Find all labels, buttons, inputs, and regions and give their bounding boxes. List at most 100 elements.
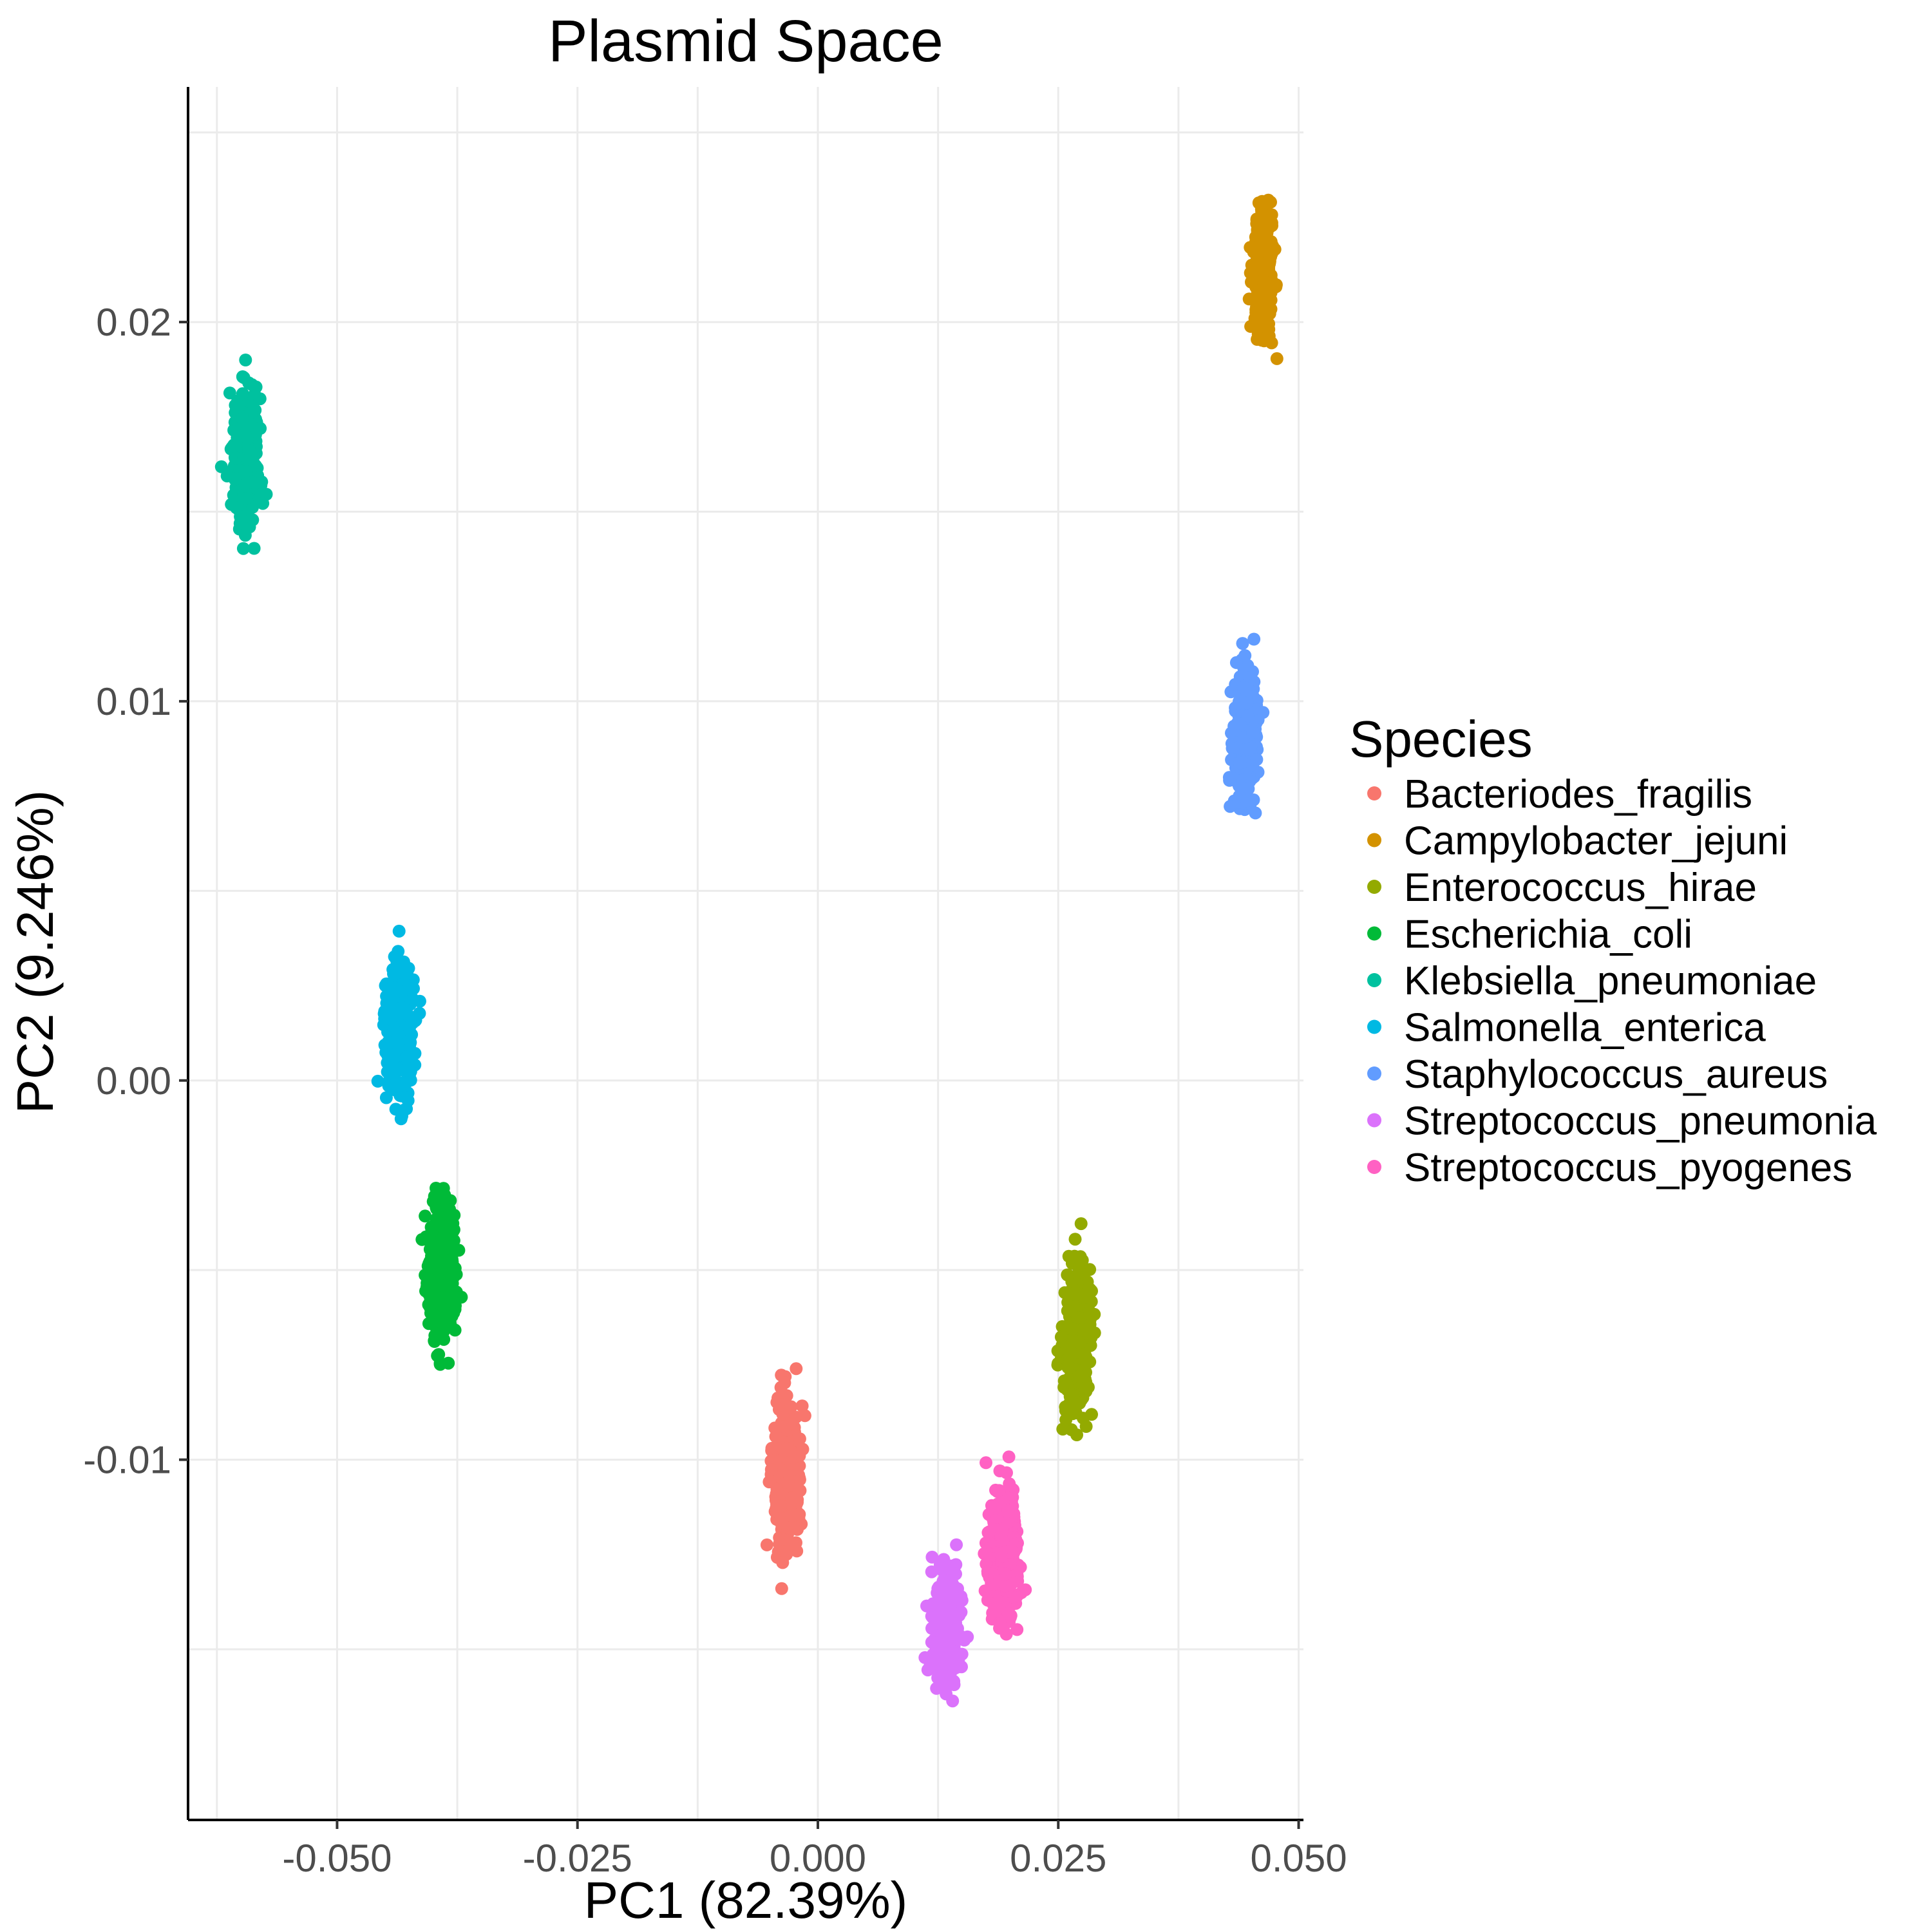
- data-point: [1072, 1336, 1086, 1349]
- legend-swatch: [1367, 1066, 1381, 1081]
- data-point: [1233, 756, 1247, 770]
- data-point: [437, 1279, 450, 1293]
- data-point: [1065, 1388, 1079, 1401]
- data-point: [1258, 197, 1271, 211]
- x-tick-label: 0.050: [1250, 1837, 1347, 1880]
- data-point: [379, 1091, 393, 1104]
- legend-item: Bacteriodes_fragilis: [1367, 772, 1752, 817]
- data-point: [253, 392, 267, 406]
- data-point: [945, 1625, 959, 1639]
- data-point: [1240, 794, 1253, 808]
- data-point: [446, 1253, 459, 1267]
- legend-swatch: [1367, 926, 1381, 941]
- legend-label: Staphylococcus_aureus: [1404, 1052, 1828, 1097]
- data-point: [950, 1538, 963, 1551]
- data-point: [775, 1582, 788, 1595]
- data-point: [1262, 236, 1276, 249]
- data-point: [419, 1209, 432, 1223]
- data-point: [383, 1051, 396, 1065]
- data-point: [782, 1475, 795, 1489]
- data-point: [1262, 263, 1276, 276]
- data-point: [383, 1036, 397, 1050]
- data-point: [776, 1407, 790, 1421]
- data-point: [246, 500, 259, 514]
- data-point: [1056, 1423, 1070, 1436]
- data-point: [400, 1051, 413, 1065]
- data-point: [432, 1296, 446, 1309]
- data-point: [980, 1456, 992, 1470]
- data-point: [1231, 717, 1244, 730]
- data-point: [431, 1269, 444, 1283]
- chart-title: Plasmid Space: [548, 8, 943, 74]
- data-point: [983, 1548, 996, 1561]
- data-point: [950, 1582, 963, 1596]
- data-point: [422, 1282, 435, 1295]
- data-point: [793, 1508, 806, 1521]
- data-point: [786, 1539, 799, 1552]
- legend-item: Enterococcus_hirae: [1367, 866, 1757, 910]
- data-point: [236, 542, 250, 555]
- y-tick-label: 0.01: [96, 680, 171, 723]
- data-point: [428, 1189, 441, 1203]
- data-point: [1074, 1217, 1088, 1231]
- data-point: [430, 1202, 443, 1215]
- data-point: [795, 1399, 809, 1413]
- data-point: [925, 1550, 939, 1564]
- series-Staphylococcus_aureus: [1222, 632, 1270, 820]
- data-point: [1060, 1378, 1074, 1392]
- data-point: [402, 1021, 416, 1035]
- data-point: [240, 464, 253, 478]
- data-point: [784, 1400, 798, 1414]
- data-point: [798, 1409, 811, 1423]
- data-point: [386, 981, 399, 995]
- data-point: [223, 386, 236, 400]
- data-point: [400, 1102, 413, 1115]
- data-point: [392, 958, 406, 972]
- data-point: [237, 371, 251, 384]
- data-point: [796, 1443, 810, 1456]
- x-tick-label: -0.025: [523, 1837, 632, 1880]
- data-point: [1073, 1370, 1086, 1383]
- legend-swatch: [1367, 880, 1381, 894]
- data-point: [241, 432, 254, 446]
- legend-label: Escherichia_coli: [1404, 913, 1692, 957]
- legend-swatch: [1367, 1113, 1381, 1128]
- data-point: [236, 412, 249, 426]
- series-Streptococcus_pneumonia: [918, 1538, 974, 1708]
- data-point: [951, 1660, 965, 1674]
- data-point: [446, 1294, 459, 1307]
- data-point: [387, 1023, 401, 1036]
- data-point: [1236, 681, 1250, 694]
- data-point: [239, 354, 252, 366]
- data-point: [1001, 1607, 1015, 1620]
- ticks: -0.050 -0.025 0.000 0.025 0.050 -0.01 0.00 0.01…: [83, 301, 1347, 1880]
- y-tick-label: 0.02: [96, 301, 171, 344]
- legend-item: Streptococcus_pneumonia: [1367, 1099, 1877, 1144]
- x-tick-label: 0.000: [770, 1837, 866, 1880]
- data-point: [1245, 276, 1258, 289]
- legend-item: Streptococcus_pyogenes: [1367, 1146, 1852, 1190]
- data-point: [230, 397, 243, 411]
- data-point: [952, 1593, 965, 1607]
- data-point: [1249, 806, 1262, 820]
- data-point: [770, 1482, 784, 1496]
- data-point: [786, 1463, 799, 1476]
- data-point: [926, 1597, 940, 1611]
- y-axis-title: PC2 (9.246%): [6, 790, 64, 1113]
- data-point: [240, 492, 253, 505]
- data-point: [236, 387, 249, 401]
- legend-label: Enterococcus_hirae: [1404, 866, 1757, 910]
- data-point: [1250, 213, 1264, 226]
- legend-label: Salmonella_enterica: [1404, 1006, 1766, 1050]
- data-point: [954, 1605, 968, 1619]
- series-Campylobacter_jejuni: [1242, 193, 1283, 365]
- data-point: [992, 1595, 1005, 1607]
- data-point: [438, 1242, 451, 1256]
- data-point: [1236, 637, 1249, 650]
- x-tick-label: 0.025: [1010, 1837, 1106, 1880]
- data-point: [407, 982, 420, 995]
- data-point: [383, 1065, 396, 1078]
- legend-item: Staphylococcus_aureus: [1367, 1052, 1828, 1097]
- data-point: [1068, 1397, 1081, 1411]
- legend-swatch: [1367, 786, 1381, 800]
